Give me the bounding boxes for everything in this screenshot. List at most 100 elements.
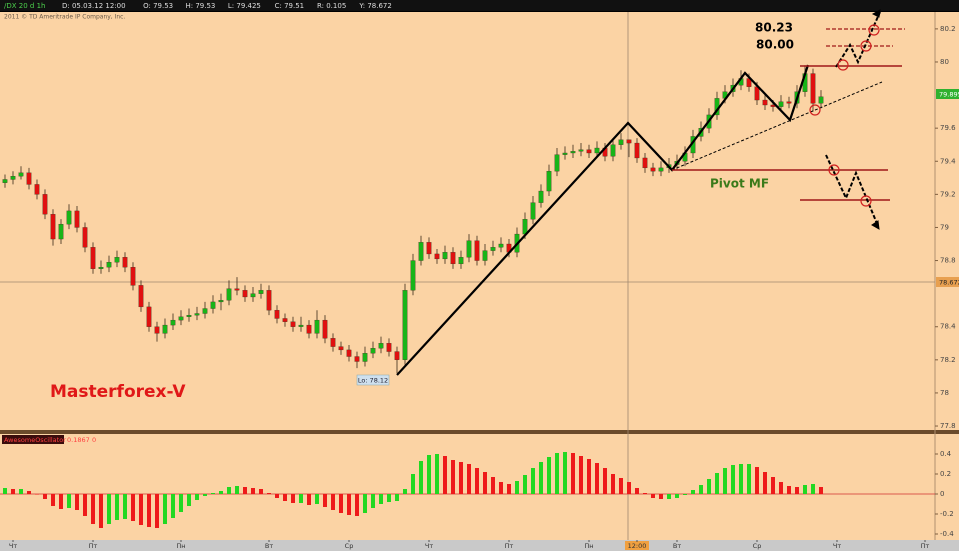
x-tick-label: Пт — [89, 542, 98, 550]
candle-body — [786, 101, 792, 104]
candle-body — [778, 101, 784, 107]
panel-divider — [0, 430, 959, 434]
y-tick-label: 78.2 — [940, 356, 956, 364]
time-highlight — [625, 541, 649, 550]
candle-body — [290, 321, 296, 327]
candle-body — [282, 318, 288, 322]
osc-bar — [643, 493, 647, 494]
osc-title: AwesomeOscillator — [4, 436, 66, 444]
time-axis — [0, 540, 959, 551]
last-price-tag — [936, 89, 959, 99]
osc-bar — [571, 453, 575, 494]
candle-body — [58, 223, 64, 240]
osc-bar — [347, 494, 351, 515]
y-tick-label: 79.4 — [940, 157, 956, 165]
osc-bar — [699, 485, 703, 494]
osc-bar — [683, 494, 687, 495]
candle-body — [458, 257, 464, 265]
y-tick-label: 78.4 — [940, 323, 956, 331]
osc-bar — [299, 494, 303, 503]
osc-bar — [59, 494, 63, 509]
osc-bar — [603, 468, 607, 494]
header-field: R: 0.105 — [317, 2, 346, 10]
candle-body — [562, 152, 568, 155]
candle-body — [754, 86, 760, 101]
candle-body — [194, 313, 200, 316]
osc-title-tag — [2, 435, 64, 444]
osc-bar — [43, 494, 47, 499]
candle-body — [394, 351, 400, 360]
osc-bar — [475, 468, 479, 494]
candle-body — [258, 290, 264, 294]
candle-body — [330, 338, 336, 347]
arrow-head — [871, 220, 880, 230]
trend-line — [671, 81, 883, 171]
osc-bar — [211, 493, 215, 494]
candle-body — [410, 260, 416, 291]
candle-body — [2, 179, 8, 183]
candle-body — [106, 262, 112, 268]
candle-body — [434, 253, 440, 260]
osc-bar — [147, 494, 151, 527]
osc-bar — [787, 486, 791, 494]
osc-bar — [131, 494, 135, 521]
x-tick-label: Пт — [921, 542, 930, 550]
osc-bar — [163, 494, 167, 524]
osc-bar — [203, 494, 207, 496]
candle-body — [610, 144, 616, 157]
candle-body — [186, 315, 192, 317]
osc-zero: 0 — [92, 436, 96, 444]
candle-body — [66, 210, 72, 225]
osc-bar — [595, 463, 599, 494]
header-field: L: 79.425 — [228, 2, 261, 10]
osc-bar — [355, 494, 359, 516]
osc-bar — [763, 472, 767, 494]
marker-circle — [868, 24, 880, 36]
candle-body — [98, 267, 104, 269]
osc-bar — [635, 488, 639, 494]
osc-bar — [755, 467, 759, 494]
y-tick-label: 80.2 — [940, 25, 956, 33]
osc-bar — [315, 494, 319, 504]
osc-bar — [155, 494, 159, 528]
osc-bar — [795, 487, 799, 494]
osc-bar — [291, 494, 295, 503]
header-bar — [0, 0, 959, 11]
osc-bar — [483, 472, 487, 494]
osc-bar — [411, 474, 415, 494]
marker-circle — [860, 195, 872, 207]
candle-body — [234, 288, 240, 291]
candle-body — [274, 310, 280, 319]
candle-body — [162, 324, 168, 334]
y-tick-label: 78 — [940, 389, 949, 397]
osc-bar — [651, 494, 655, 498]
osc-bar — [531, 468, 535, 494]
y-tick-label: 77.8 — [940, 422, 956, 430]
candle-body — [122, 257, 128, 268]
candle-body — [570, 151, 576, 154]
candle-body — [250, 293, 256, 298]
osc-bar — [515, 481, 519, 494]
osc-bar — [507, 484, 511, 494]
osc-bar — [115, 494, 119, 520]
candle-body — [578, 149, 584, 152]
candle-body — [474, 240, 480, 261]
symbol: /DX 20 d 1h — [4, 2, 45, 10]
osc-bar — [235, 486, 239, 494]
osc-bar — [123, 494, 127, 519]
osc-bar — [491, 477, 495, 494]
candle-body — [346, 349, 352, 357]
osc-bar — [83, 494, 87, 516]
osc-bar — [51, 494, 55, 506]
candle-body — [642, 157, 648, 169]
osc-bar — [91, 494, 95, 524]
candle-body — [626, 139, 632, 144]
level-label: 80.23 — [755, 21, 793, 35]
osc-bar — [67, 494, 71, 508]
candle-body — [146, 306, 152, 327]
x-tick-label: Ср — [753, 542, 762, 550]
osc-bar — [523, 475, 527, 494]
x-tick-label: Пн — [176, 542, 185, 550]
candle-body — [482, 250, 488, 261]
osc-bar — [715, 473, 719, 494]
